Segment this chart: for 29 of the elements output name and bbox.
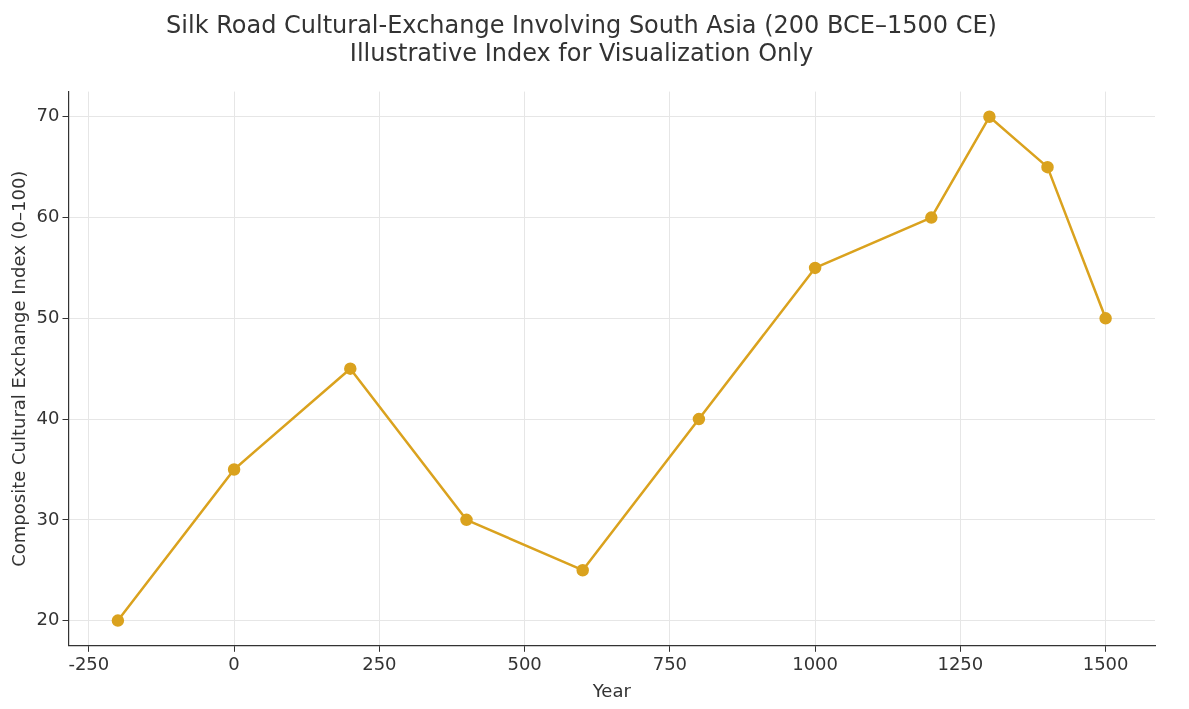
chart-subtitle: Illustrative Index for Visualization Only [349,39,814,68]
y-axis-title: Composite Cultural Exchange Index (0–100) [8,170,30,567]
x-tick-label: -250 [68,653,110,675]
x-tick-label: 1500 [1082,653,1129,675]
point [692,412,706,426]
point [1099,312,1112,325]
point [576,563,589,577]
point [925,211,938,224]
y-tick-label: 50 [36,305,60,327]
x-tick-label: 500 [507,653,542,675]
x-tick-label: 250 [362,653,397,675]
y-tick-label: 60 [36,205,60,227]
y-tick-label: 30 [36,507,60,529]
point [460,513,473,527]
y-tick-label: 40 [36,406,60,428]
chart-title: Silk Road Cultural-Exchange Involving South Asia (200 BCE–1500 CE) [166,10,997,39]
point [344,362,357,375]
point [808,261,822,275]
x-tick-label: 0 [228,653,240,675]
point [983,110,996,124]
point [1041,160,1054,174]
x-tick-label: 750 [652,653,688,675]
y-tick-label: 20 [36,608,60,630]
point [111,614,125,627]
x-tick-label: 1250 [937,653,984,675]
point [227,463,241,476]
x-tick-label: 1000 [792,653,839,675]
y-tick-label: 70 [36,104,60,126]
x-axis-title: Year [591,679,632,701]
